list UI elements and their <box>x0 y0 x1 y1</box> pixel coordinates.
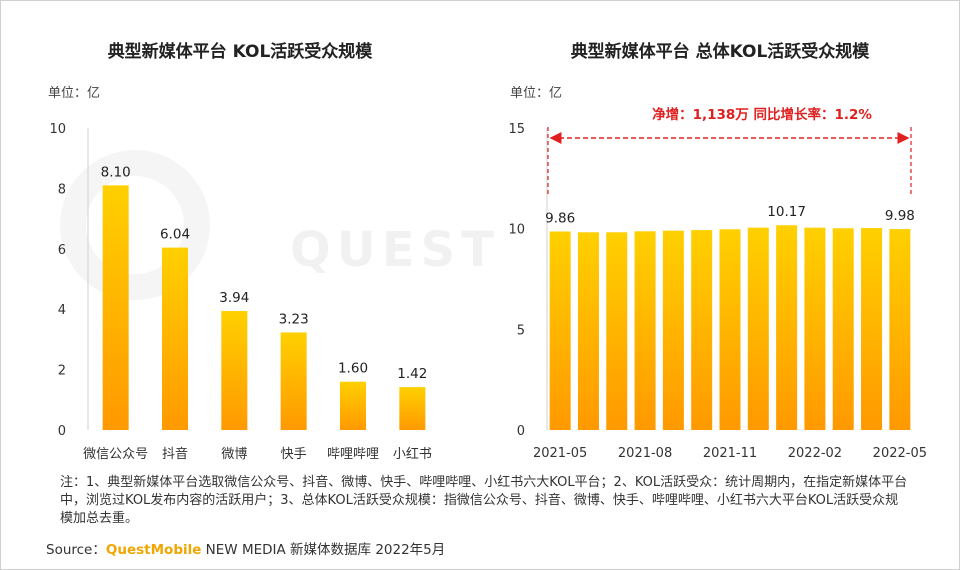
bar-微信公众号 <box>102 185 129 430</box>
bar-小红书 <box>399 387 426 430</box>
x-tick-label: 微博 <box>221 447 247 462</box>
bar-抖音 <box>162 247 188 430</box>
x-tick-label: 2021-05 <box>533 446 587 461</box>
y-tick-label: 4 <box>58 303 66 318</box>
x-tick-label: 2022-05 <box>873 446 927 461</box>
right-chart-unit: 单位：亿 <box>510 86 562 101</box>
bar-快手 <box>280 332 307 430</box>
bar-2021-08 <box>634 231 656 430</box>
data-label: 3.94 <box>219 290 249 306</box>
data-label: 9.86 <box>545 210 575 226</box>
data-label: 6.04 <box>160 227 190 243</box>
bar-2021-09 <box>662 230 684 430</box>
right-chart: 0 5 10 15 9.86 10.17 9.98 2021-05 2021-08 2021-11… <box>508 122 927 461</box>
x-tick-label: 2021-08 <box>618 446 672 461</box>
bar-微博 <box>221 311 248 430</box>
y-tick-label: 15 <box>508 122 525 137</box>
x-tick-label: 小红书 <box>393 446 432 462</box>
bar-2022-04 <box>861 228 883 430</box>
bar-2021-05 <box>549 231 571 430</box>
y-tick-label: 10 <box>508 223 525 238</box>
bar-2021-11 <box>719 229 741 430</box>
y-tick-label: 6 <box>58 243 66 258</box>
data-label: 1.60 <box>338 361 368 377</box>
x-tick-label: 微信公众号 <box>83 447 148 462</box>
source-rest: NEW MEDIA 新媒体数据库 2022年5月 <box>201 542 446 558</box>
y-tick-label: 8 <box>58 182 66 197</box>
footnote: 注：1、典型新媒体平台选取微信公众号、抖音、微博、快手、哔哩哔哩、小红书六大KO… <box>60 475 908 526</box>
x-tick-label: 抖音 <box>162 446 188 462</box>
x-tick-label: 2022-02 <box>788 446 842 461</box>
y-tick-label: 5 <box>517 323 525 338</box>
bar-2022-03 <box>832 228 854 430</box>
bar-2021-07 <box>606 232 628 430</box>
x-tick-label: 快手 <box>281 447 307 462</box>
bar-2022-05 <box>889 229 911 430</box>
y-tick-label: 10 <box>49 122 66 137</box>
left-chart: 0 2 4 6 8 10 8.10 微信公众号 6.04 抖音 3.94 微博 3.23 快手 1.60 哔哩… <box>49 122 431 462</box>
x-tick-label: 2021-11 <box>703 446 757 461</box>
data-label: 1.42 <box>397 366 427 382</box>
bar-2022-02 <box>804 227 826 430</box>
bar-2021-12 <box>747 227 769 430</box>
y-tick-label: 2 <box>58 364 66 379</box>
y-tick-label: 0 <box>58 424 66 439</box>
bar-2021-06 <box>577 232 599 430</box>
y-tick-label: 0 <box>517 424 525 439</box>
bar-2021-10 <box>691 230 713 430</box>
right-chart-title: 典型新媒体平台 总体KOL活跃受众规模 <box>571 41 871 62</box>
x-tick-label: 哔哩哔哩 <box>327 447 379 462</box>
growth-annotation: 净增：1,138万 同比增长率：1.2% <box>652 106 872 123</box>
source-label: Source： <box>46 542 106 558</box>
data-label: 8.10 <box>101 164 131 180</box>
watermark: QUEST <box>290 222 500 278</box>
source-brand: QuestMobile <box>105 542 202 558</box>
bar-哔哩哔哩 <box>340 381 366 430</box>
left-chart-unit: 单位：亿 <box>48 86 100 101</box>
source-line: Source：QuestMobile NEW MEDIA 新媒体数据库 2022… <box>46 538 445 558</box>
data-label: 9.98 <box>885 208 915 224</box>
bar-2022-01 <box>776 225 798 430</box>
data-label: 10.17 <box>767 204 806 220</box>
left-chart-title: 典型新媒体平台 KOL活跃受众规模 <box>108 41 374 62</box>
charts-canvas: 典型新媒体平台 KOL活跃受众规模 单位：亿 0 2 4 6 8 10 8.10 微信公众号 6… <box>48 41 927 462</box>
data-label: 3.23 <box>279 311 309 327</box>
